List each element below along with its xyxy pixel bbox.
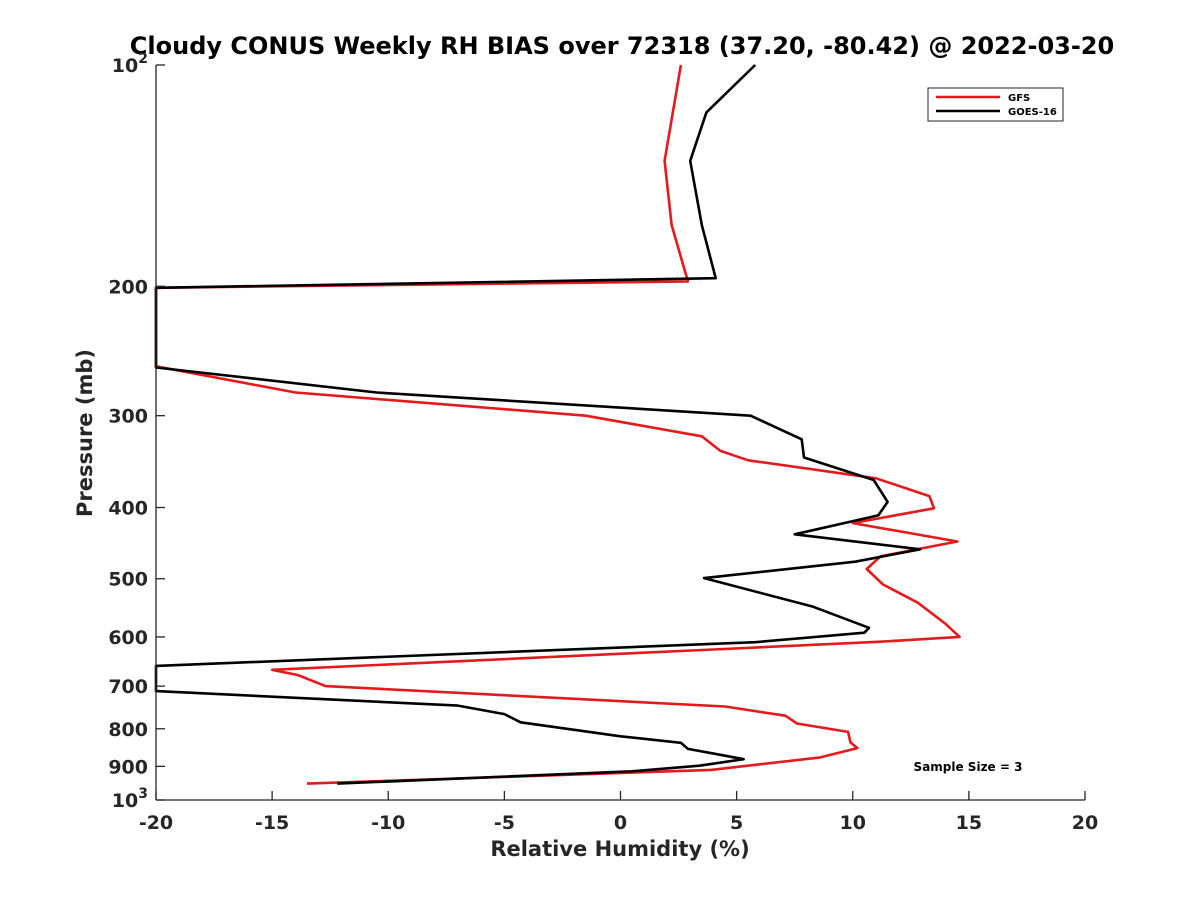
legend-label-goes16: GOES-16 — [1008, 107, 1057, 118]
x-axis-label: Relative Humidity (%) — [490, 837, 749, 861]
sample-size-annotation: Sample Size = 3 — [914, 760, 1023, 774]
x-tick-label: 20 — [1072, 812, 1098, 834]
y-tick-exponent: 2 — [138, 51, 148, 67]
x-ticks: -20 -15 -10 -5 0 5 10 15 20 — [139, 791, 1098, 834]
x-tick-label: -10 — [371, 812, 405, 834]
chart-title: Cloudy CONUS Weekly RH BIAS over 72318 (… — [130, 32, 1114, 60]
legend-label-gfs: GFS — [1008, 93, 1030, 104]
legend-box — [927, 87, 1064, 122]
y-tick-exponent: 3 — [138, 786, 148, 802]
x-tick-label: -5 — [494, 812, 515, 834]
y-tick-label: 600 — [108, 627, 148, 649]
x-tick-label: 15 — [956, 812, 982, 834]
y-tick-label: 500 — [108, 569, 148, 591]
y-tick-label: 800 — [108, 719, 148, 741]
y-axis-label: Pressure (mb) — [73, 349, 97, 517]
y-tick-label: 400 — [108, 498, 148, 520]
x-tick-label: 5 — [730, 812, 743, 834]
series-line-gfs — [154, 64, 961, 785]
y-tick-label: 200 — [108, 276, 148, 298]
x-tick-label: 0 — [614, 812, 627, 834]
x-tick-label: 10 — [840, 812, 866, 834]
y-tick-label: 700 — [108, 676, 148, 698]
y-tick-label: 300 — [108, 406, 148, 428]
plot-area: -20 -15 -10 -5 0 5 10 15 20 10220030040050060070… — [108, 51, 1098, 834]
y-tick-label: 900 — [108, 756, 148, 778]
x-tick-label: -20 — [139, 812, 173, 834]
x-tick-label: -15 — [255, 812, 289, 834]
legend: GFS GOES-16 — [927, 87, 1064, 122]
